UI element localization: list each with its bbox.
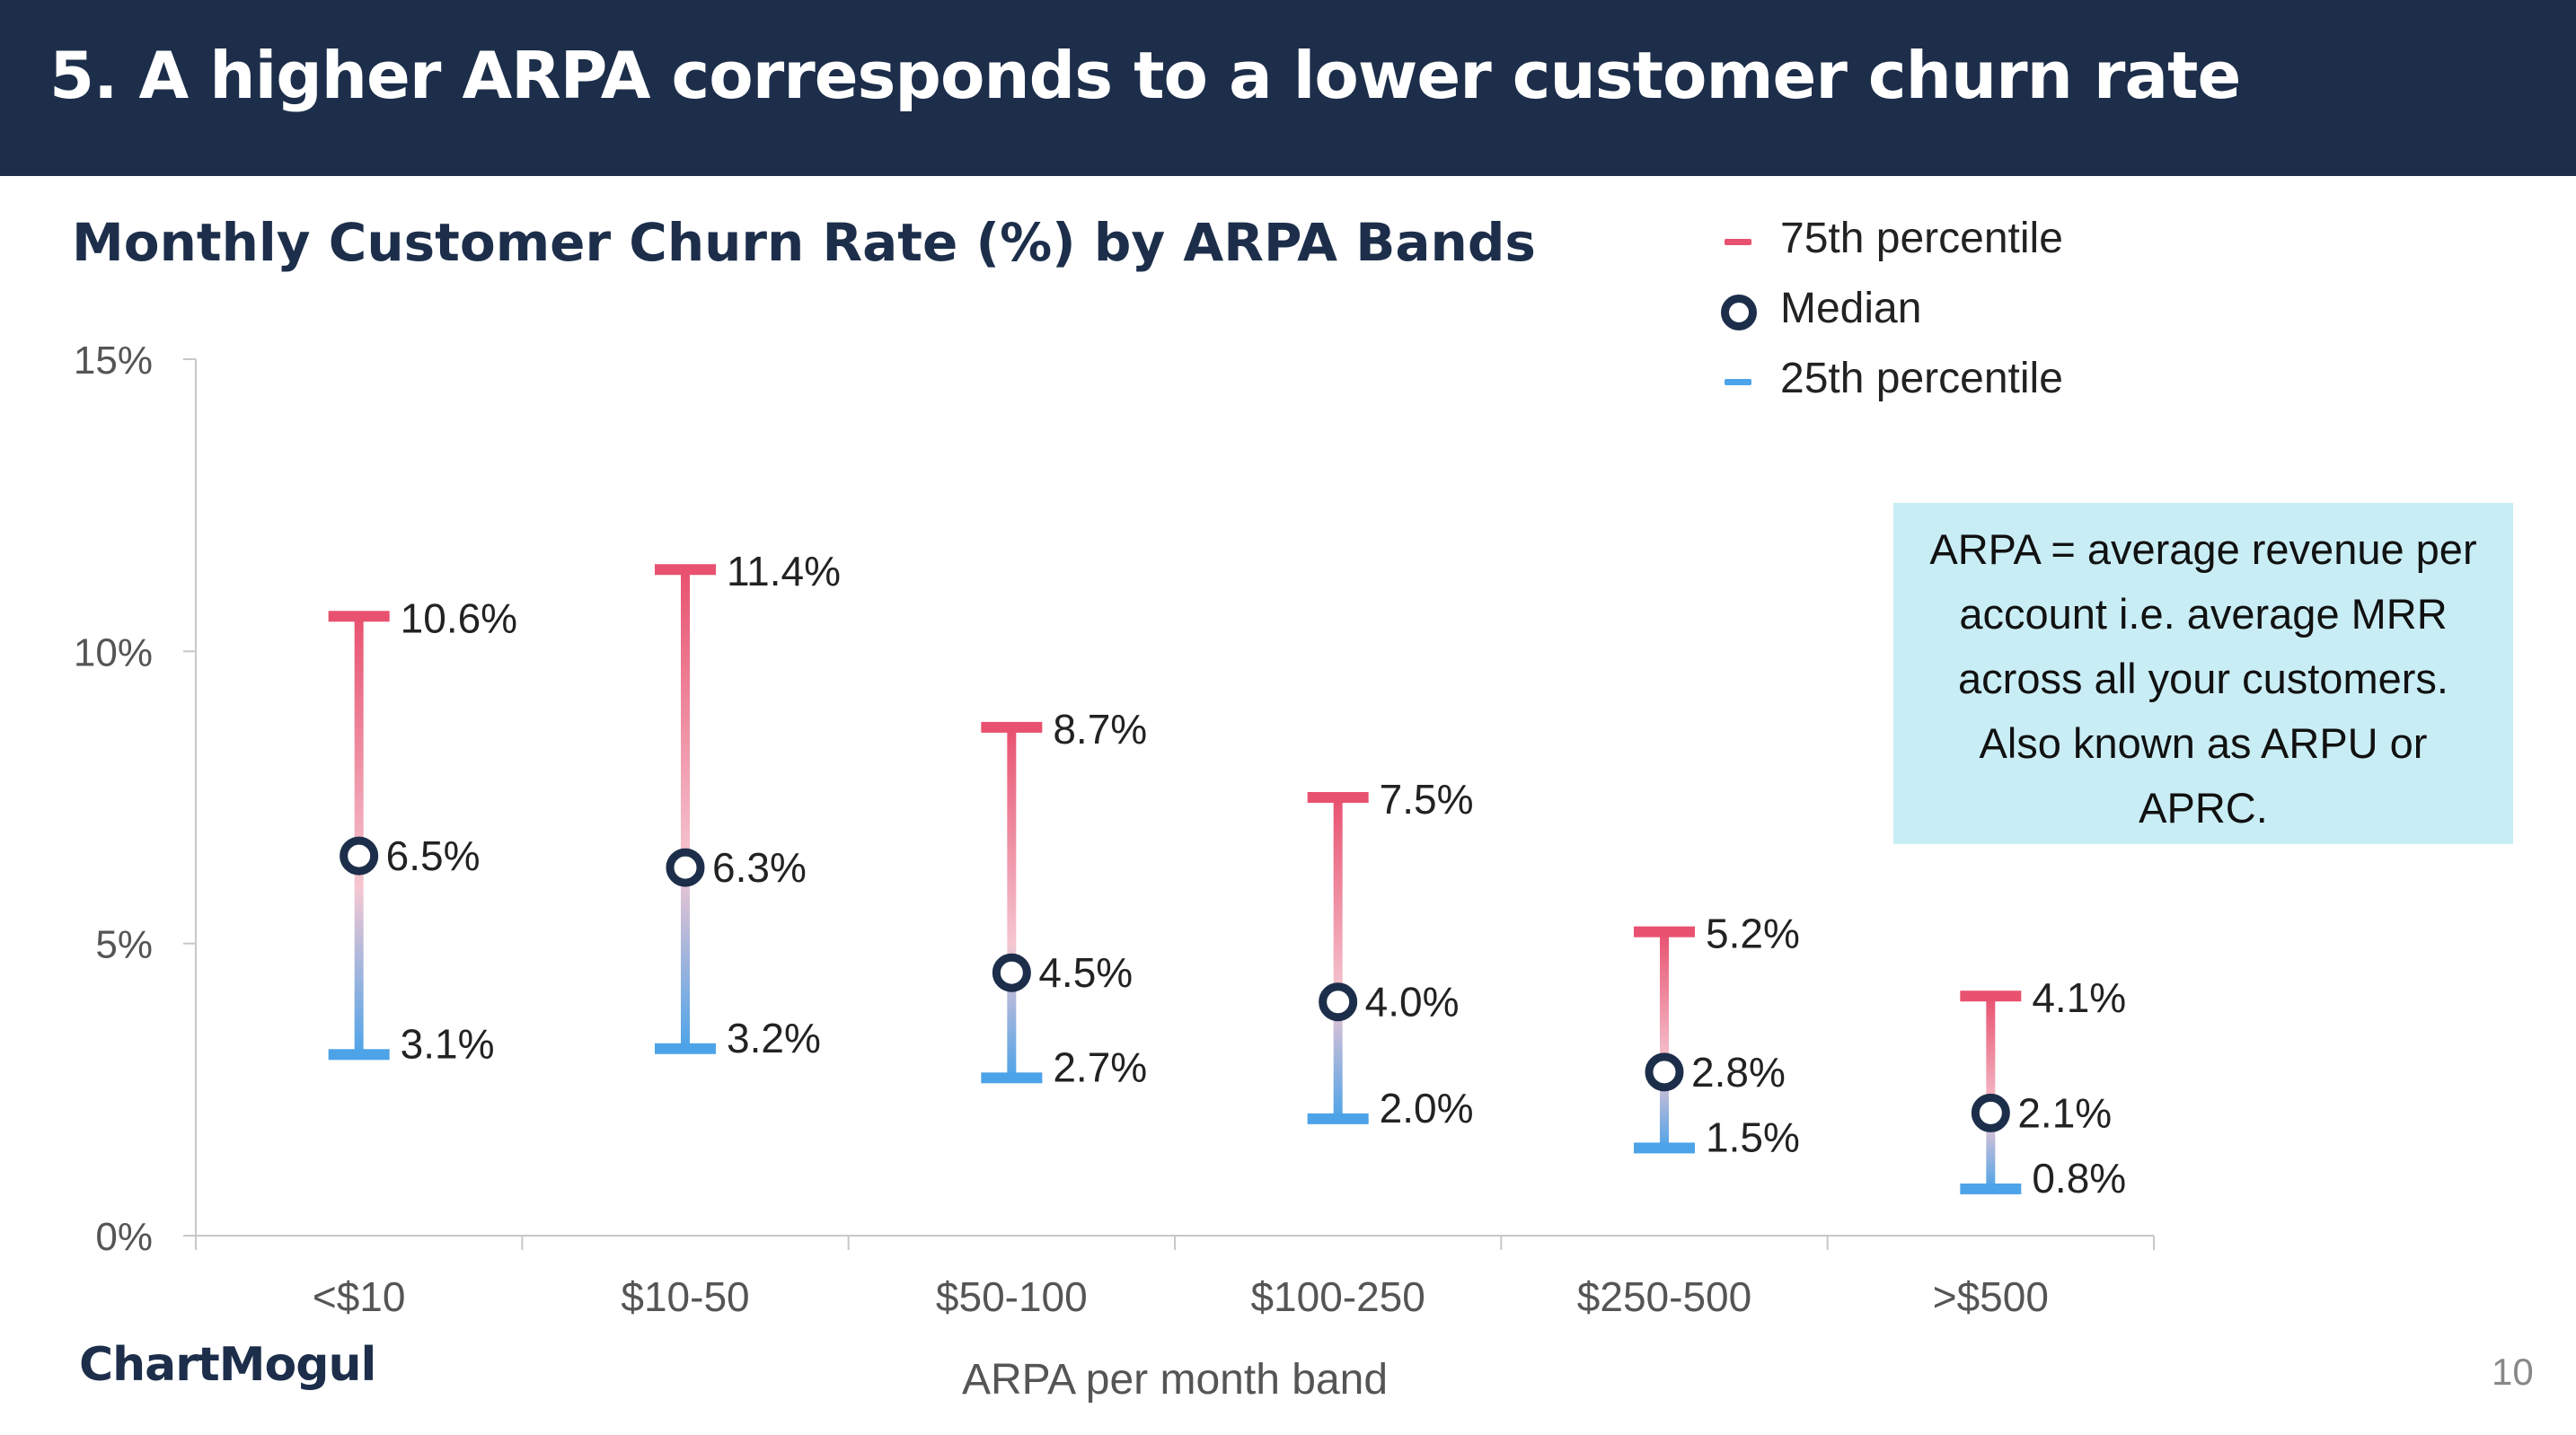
p75-cap [1634,926,1695,938]
chartmogul-logo: ChartMogul [79,1338,376,1392]
median-value-label: 6.5% [386,832,481,879]
p25-value-label: 3.2% [727,1015,821,1061]
p25-value-label: 0.8% [2032,1155,2126,1202]
median-value-label: 4.5% [1038,949,1133,996]
median-value-label: 6.3% [712,844,807,891]
p75-cap [328,611,390,622]
y-tick-label: 0% [95,1215,153,1259]
legend-25th-swatch [1725,379,1751,385]
x-tick-label: >$500 [1933,1273,2049,1320]
range-stem [1007,726,1017,1078]
y-tick-label: 15% [74,339,153,383]
median-marker [340,836,379,876]
p25-cap [1307,1113,1369,1124]
median-value-label: 2.8% [1691,1049,1786,1096]
legend-item-25th: 25th percentile [1714,352,2163,422]
page-number: 10 [2492,1351,2534,1393]
x-tick-label: $250-500 [1577,1273,1751,1320]
p75-value-label: 11.4% [727,548,841,594]
x-tick-label: $100-250 [1250,1273,1425,1320]
p75-value-label: 5.2% [1706,911,1800,957]
p25-value-label: 3.1% [401,1020,495,1067]
range-stem [681,569,690,1049]
y-tick-label: 5% [95,923,153,967]
chart-title: Monthly Customer Churn Rate (%) by ARPA … [72,212,1536,273]
p75-cap [655,564,716,576]
title-banner: 5. A higher ARPA corresponds to a lower … [0,0,2576,176]
x-tick-label: $50-100 [936,1273,1088,1320]
p75-value-label: 10.6% [401,594,517,641]
legend-item-median: Median [1714,282,2163,352]
p75-value-label: 7.5% [1380,776,1474,823]
median-marker [1645,1052,1684,1092]
p25-cap [1634,1142,1695,1154]
x-tick-label: $10-50 [621,1273,749,1320]
p75-cap [1960,990,2022,1002]
x-axis-title: ARPA per month band [962,1356,1388,1404]
p25-cap [1960,1183,2022,1194]
p25-cap [328,1049,390,1061]
legend-75th-label: 75th percentile [1780,215,2063,262]
range-stem [354,616,364,1055]
legend-25th-label: 25th percentile [1780,355,2063,402]
chart-legend: 75th percentile Median 25th percentile [1714,212,2163,422]
p75-value-label: 4.1% [2032,974,2126,1021]
median-value-label: 2.1% [2017,1089,2112,1136]
median-marker [666,848,705,887]
legend-item-75th: 75th percentile [1714,212,2163,282]
y-tick-label: 10% [74,630,153,674]
range-stem [1986,996,1996,1189]
x-tick-label: <$10 [313,1273,406,1320]
range-stem [1660,931,1669,1149]
slide-title: 5. A higher ARPA corresponds to a lower … [49,38,2241,113]
p25-value-label: 1.5% [1706,1114,1800,1160]
p75-value-label: 8.7% [1053,706,1147,753]
p75-cap [981,721,1043,733]
median-marker [1319,982,1358,1022]
median-marker [1971,1093,2010,1132]
p75-cap [1307,792,1369,803]
legend-median-label: Median [1780,285,1922,332]
p25-cap [655,1043,716,1054]
median-marker [992,953,1031,992]
p25-cap [981,1072,1043,1084]
range-stem [1333,797,1343,1119]
legend-median-swatch [1721,295,1757,330]
legend-75th-swatch [1725,239,1751,245]
arpa-definition-note: ARPA = average revenue per account i.e. … [1893,503,2513,844]
p25-value-label: 2.7% [1053,1043,1147,1090]
median-value-label: 4.0% [1365,979,1460,1026]
p25-value-label: 2.0% [1380,1085,1474,1131]
